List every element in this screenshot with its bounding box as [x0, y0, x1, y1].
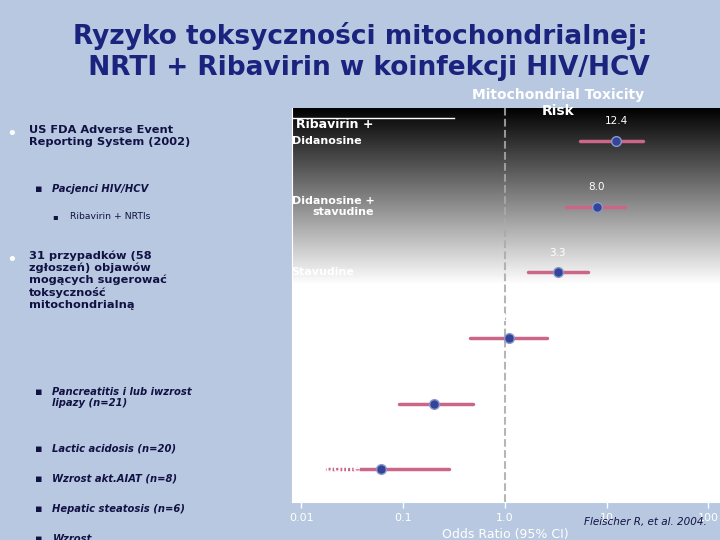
Text: 0.2: 0.2 [426, 379, 442, 389]
Text: US FDA Adverse Event
Reporting System (2002): US FDA Adverse Event Reporting System (2… [30, 125, 190, 147]
Text: Mitochondrial Toxicity
Risk: Mitochondrial Toxicity Risk [472, 87, 644, 118]
Text: ▪: ▪ [35, 474, 42, 484]
Text: Fleischer R, et al. 2004.: Fleischer R, et al. 2004. [585, 517, 707, 527]
Text: Wzrost
kreatyniny,neuropatia,
niewydolność: Wzrost kreatyniny,neuropatia, niewydolno… [53, 535, 181, 540]
Text: ▪: ▪ [53, 212, 58, 221]
Text: 0.06: 0.06 [369, 445, 392, 455]
Text: Didanosine: Didanosine [292, 136, 361, 146]
Text: Ribavirin +: Ribavirin + [296, 118, 374, 131]
Text: ▪: ▪ [35, 444, 42, 454]
Text: 31 przypadków (58
zgłoszeń) objawów
mogących sugerować
toksyczność
mitochondrial: 31 przypadków (58 zgłoszeń) objawów mogą… [30, 251, 167, 310]
Text: Ryzyko toksyczności mitochondrialnej:
  NRTI + Ribavirin w koinfekcji HIV/HCV: Ryzyko toksyczności mitochondrialnej: NR… [70, 22, 650, 82]
Text: 12.4: 12.4 [605, 117, 628, 126]
X-axis label: Odds Ratio (95% CI): Odds Ratio (95% CI) [443, 528, 569, 540]
Text: Hepatic steatosis (n=6): Hepatic steatosis (n=6) [53, 504, 186, 514]
Text: Abacavir: Abacavir [292, 333, 346, 343]
Text: 1.1: 1.1 [501, 314, 518, 323]
Text: Pancreatitis i lub iwzrost
lipazy (n=21): Pancreatitis i lub iwzrost lipazy (n=21) [53, 387, 192, 408]
Text: Stavudine: Stavudine [292, 267, 354, 277]
Text: ▪: ▪ [35, 504, 42, 514]
Text: 3.3: 3.3 [549, 248, 566, 258]
Text: Lactic acidosis (n=20): Lactic acidosis (n=20) [53, 444, 176, 454]
Text: Didanosine +
stavudine: Didanosine + stavudine [292, 196, 374, 218]
Text: Wzrost akt.AIAT (n=8): Wzrost akt.AIAT (n=8) [53, 474, 178, 484]
Text: Zidovudine: Zidovudine [292, 464, 361, 474]
Text: Pacjenci HIV/HCV: Pacjenci HIV/HCV [53, 184, 149, 194]
Text: Lamivudine: Lamivudine [292, 399, 364, 409]
Text: ▪: ▪ [35, 535, 42, 540]
Text: ▪: ▪ [35, 387, 42, 397]
Text: •: • [6, 125, 17, 143]
Text: 8.0: 8.0 [588, 182, 605, 192]
Text: ▪: ▪ [35, 184, 42, 194]
Text: Ribavirin + NRTIs: Ribavirin + NRTIs [70, 212, 150, 221]
Text: •: • [6, 251, 17, 268]
